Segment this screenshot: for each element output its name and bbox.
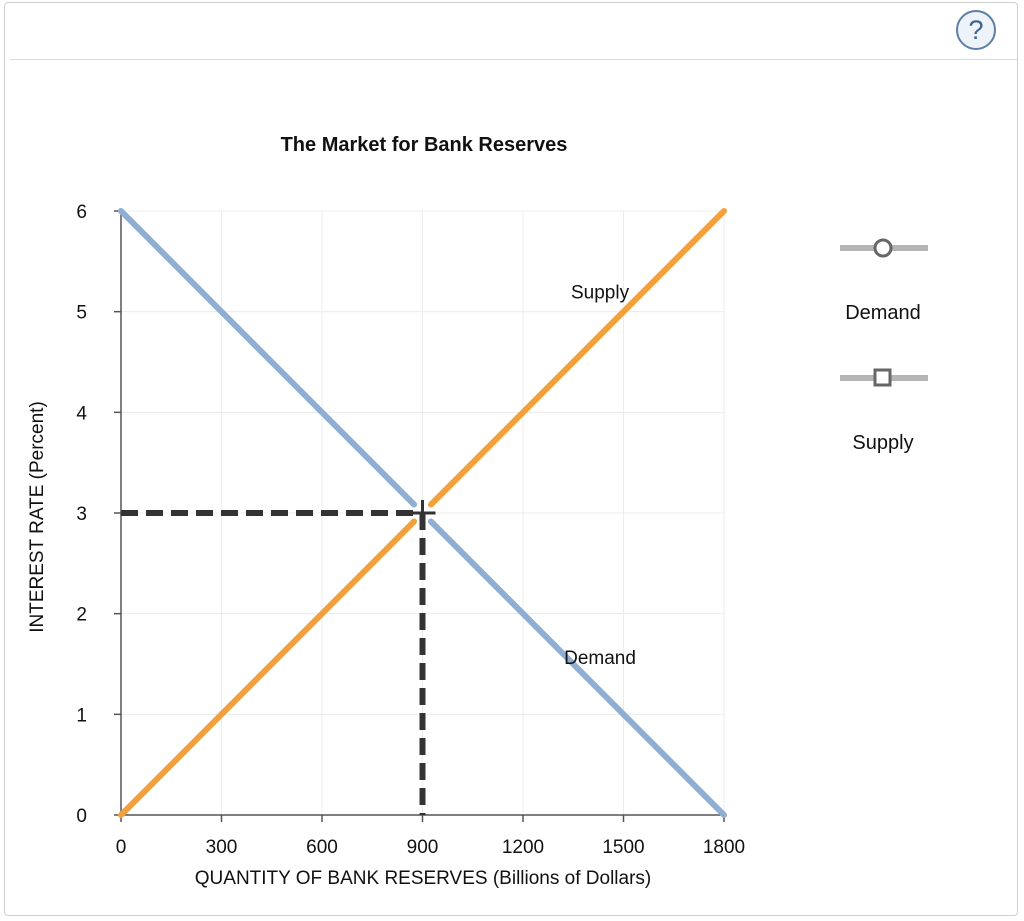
y-tick-label: 1 [76,705,87,726]
legend-label-demand: Demand [845,302,921,324]
x-tick-label: 1500 [602,837,644,858]
y-tick-label: 6 [76,202,87,223]
series-demand-line[interactable] [427,518,727,818]
circle-handle-icon [873,238,893,258]
curve-label-demand: Demand [564,648,636,669]
curve-labels: Supply Demand [564,283,636,669]
x-tick-label: 1800 [703,837,745,858]
x-tick-label: 0 [116,837,127,858]
x-tick-label: 1200 [502,837,544,858]
series-supply-line[interactable] [118,518,418,818]
y-tick-label: 3 [76,504,87,525]
equilibrium-marker[interactable] [121,500,436,815]
legend-demand-tool[interactable] [840,238,928,258]
x-tick-label: 300 [206,837,238,858]
x-axis-label: QUANTITY OF BANK RESERVES (Billions of D… [195,868,651,889]
legend-supply-tool[interactable] [840,368,928,387]
y-tick-label: 5 [76,303,87,324]
y-tick-label: 4 [76,403,87,424]
square-handle-icon [873,368,892,387]
curves[interactable] [118,208,727,818]
y-axis-label: INTEREST RATE (Percent) [27,401,48,633]
curve-label-supply: Supply [571,283,630,304]
series-supply-line[interactable] [427,208,727,508]
series-demand-line[interactable] [118,208,418,508]
x-tick-label: 600 [306,837,338,858]
legend-label-supply: Supply [852,432,914,454]
chart-title: The Market for Bank Reserves [281,134,568,156]
y-tick-label: 0 [76,806,87,827]
x-tick-label: 900 [407,837,439,858]
y-tick-label: 2 [76,605,87,626]
header-divider [10,59,1017,60]
help-button[interactable]: ? [956,10,996,50]
tick-labels: 0 300 600 900 1200 1500 1800 0 1 2 3 4 5 6 [76,202,745,858]
